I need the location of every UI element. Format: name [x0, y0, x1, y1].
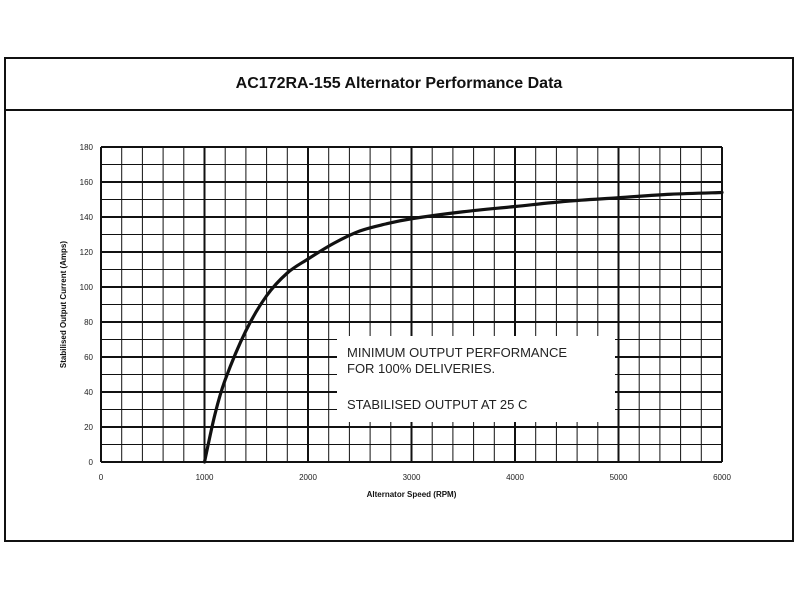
annotation-box [337, 336, 615, 422]
y-tick-label: 180 [80, 143, 94, 152]
annotation-line: FOR 100% DELIVERIES. [347, 361, 495, 376]
x-tick-label: 1000 [196, 473, 214, 482]
y-tick-label: 0 [89, 458, 94, 467]
x-axis-label: Alternator Speed (RPM) [367, 490, 457, 499]
y-tick-label: 120 [80, 248, 94, 257]
x-tick-label: 3000 [403, 473, 421, 482]
annotation-line: STABILISED OUTPUT AT 25 C [347, 397, 527, 412]
x-tick-label: 2000 [299, 473, 317, 482]
y-tick-label: 160 [80, 178, 94, 187]
x-tick-label: 5000 [610, 473, 628, 482]
y-tick-label: 60 [84, 353, 93, 362]
annotation-line: MINIMUM OUTPUT PERFORMANCE [347, 345, 567, 360]
y-tick-label: 140 [80, 213, 94, 222]
y-tick-label: 100 [80, 283, 94, 292]
y-tick-label: 40 [84, 388, 93, 397]
major-grid [100, 146, 723, 463]
chart-title: AC172RA-155 Alternator Performance Data [235, 75, 563, 92]
x-tick-label: 0 [99, 473, 104, 482]
y-axis-label: Stabilised Output Current (Amps) [59, 241, 68, 368]
performance-curve [202, 190, 724, 464]
y-tick-label: 80 [84, 318, 93, 327]
y-tick-label: 20 [84, 423, 93, 432]
x-tick-labels: 0 1000 2000 3000 4000 5000 6000 [99, 473, 732, 482]
title-bar: AC172RA-155 Alternator Performance Data [6, 59, 792, 111]
y-tick-labels: 0 20 40 60 80 100 120 140 160 180 [80, 143, 94, 467]
x-tick-label: 4000 [506, 473, 524, 482]
x-tick-label: 6000 [713, 473, 731, 482]
